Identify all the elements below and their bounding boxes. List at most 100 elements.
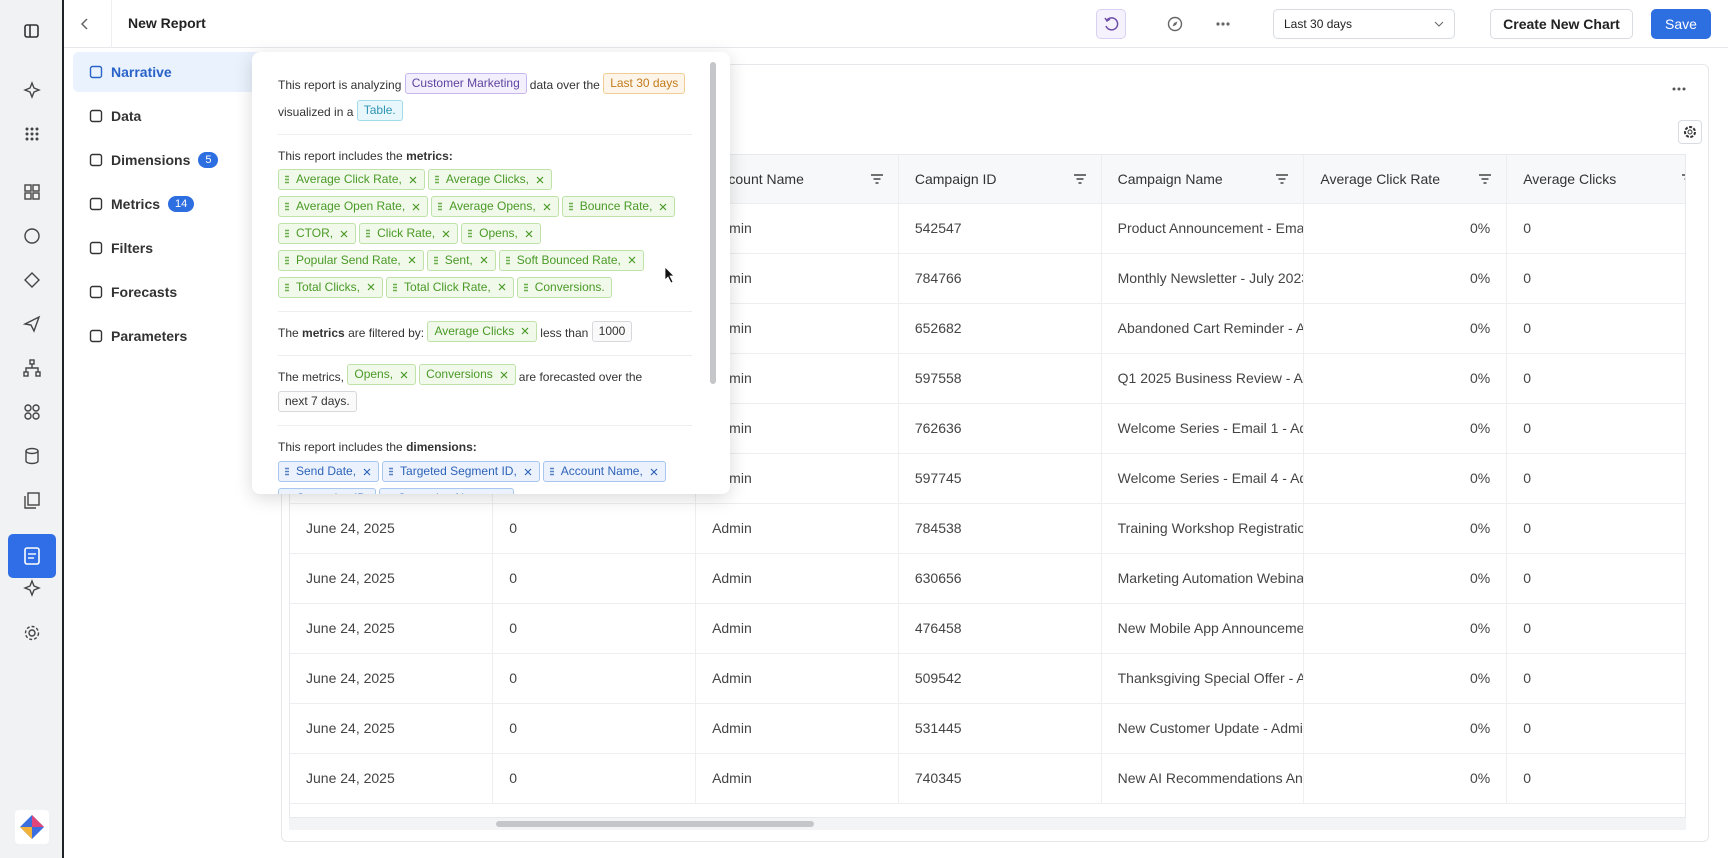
- narrative-text: The metrics,: [278, 369, 345, 384]
- rail-icon[interactable]: [22, 402, 42, 422]
- chip[interactable]: Conversions: [419, 364, 516, 386]
- narrative-text: The: [278, 325, 299, 340]
- table-cell: Admin: [695, 603, 899, 654]
- chip-label: 1000: [598, 323, 626, 338]
- narrative-text: are filtered by:: [348, 325, 425, 340]
- table-cell: 0: [1506, 703, 1685, 754]
- rail-icon[interactable]: [22, 80, 42, 100]
- table-cell: 0: [492, 653, 697, 704]
- chip[interactable]: Table.: [356, 99, 403, 121]
- back-button[interactable]: [78, 16, 92, 32]
- chip[interactable]: Sent,: [426, 249, 496, 271]
- report-nav: Narrative Data Dimensions 5 Metrics 14 Filters…: [73, 52, 263, 360]
- rail-icon[interactable]: [22, 314, 42, 334]
- chip[interactable]: Targeted Segment ID,: [382, 461, 540, 483]
- chip-label: Account Name,: [560, 464, 643, 479]
- chip[interactable]: Soft Bounced Rate,: [498, 249, 644, 271]
- logo[interactable]: [15, 810, 49, 844]
- table-cell: 0: [1506, 453, 1685, 504]
- chip-label: Conversions.: [534, 279, 605, 294]
- nav-item[interactable]: Filters: [73, 228, 263, 268]
- table-cell: Marketing Automation Webinar: [1101, 553, 1305, 604]
- nav-item[interactable]: Dimensions 5: [73, 140, 263, 180]
- table-cell: 0%: [1303, 753, 1508, 804]
- chip[interactable]: Campaign ID,: [278, 487, 377, 494]
- card-menu[interactable]: [1671, 86, 1687, 92]
- chip[interactable]: Average Open Rate,: [278, 196, 429, 218]
- chip[interactable]: Average Opens,: [431, 196, 559, 218]
- chip[interactable]: 1000: [591, 320, 633, 342]
- nav-label: Parameters: [111, 328, 188, 344]
- chip-label: Popular Send Rate,: [296, 252, 401, 267]
- table-settings[interactable]: [1678, 120, 1702, 144]
- narrative-text: visualized in a: [278, 104, 354, 119]
- chip[interactable]: CTOR,: [278, 223, 357, 245]
- date-range-select[interactable]: Last 30 days: [1273, 9, 1455, 39]
- table-cell: June 24, 2025: [290, 653, 494, 704]
- table-cell: June 24, 2025: [290, 553, 494, 604]
- chip[interactable]: Average Clicks: [427, 320, 538, 342]
- chip-label: next 7 days.: [285, 394, 350, 409]
- filter-section: The metrics are filtered by: Average Cli…: [278, 320, 692, 356]
- chip[interactable]: Customer Marketing: [404, 72, 527, 94]
- chip[interactable]: Popular Send Rate,: [278, 249, 424, 271]
- table-cell: 0%: [1303, 403, 1508, 454]
- explore-button[interactable]: [1167, 16, 1183, 32]
- chip-label: Total Click Rate,: [404, 279, 491, 294]
- toggle-icon[interactable]: [22, 21, 42, 41]
- table-cell: 0%: [1303, 303, 1508, 354]
- chip[interactable]: Last 30 days: [603, 72, 686, 94]
- chip-label: Last 30 days: [610, 75, 679, 90]
- table-cell: 0: [1506, 553, 1685, 604]
- chip[interactable]: next 7 days.: [278, 391, 357, 413]
- rail-icon[interactable]: [22, 182, 42, 202]
- nav-item[interactable]: Metrics 14: [73, 184, 263, 224]
- chip[interactable]: Average Clicks,: [427, 169, 552, 191]
- h-scrollbar[interactable]: [289, 818, 1686, 830]
- chip[interactable]: Total Clicks,: [278, 276, 384, 298]
- nav-item[interactable]: Narrative: [73, 52, 263, 92]
- table-cell: 597558: [898, 353, 1102, 404]
- save-button[interactable]: Save: [1651, 9, 1711, 39]
- intro-section: This report is analyzing Customer Market…: [278, 72, 692, 135]
- nav-item[interactable]: Data: [73, 96, 263, 136]
- chip[interactable]: Total Click Rate,: [386, 276, 514, 298]
- table-cell: 509542: [898, 653, 1102, 704]
- rail-icon[interactable]: [22, 446, 42, 466]
- chip[interactable]: Campaign Name,: [379, 487, 514, 494]
- table-cell: New AI Recommendations Ann: [1101, 753, 1305, 804]
- table-cell: Admin: [695, 503, 899, 554]
- nav-item[interactable]: Forecasts: [73, 272, 263, 312]
- chip[interactable]: Opens,: [461, 223, 541, 245]
- rail-icon[interactable]: [22, 226, 42, 246]
- column-header[interactable]: Average Click Rate: [1303, 155, 1508, 204]
- table-cell: June 24, 2025: [290, 503, 494, 554]
- chip-label: Conversions: [426, 367, 493, 382]
- rail-icon[interactable]: [22, 623, 42, 643]
- rail-icon[interactable]: [22, 124, 42, 144]
- table-cell: Abandoned Cart Reminder - Ad: [1101, 303, 1305, 354]
- table-cell: 0: [1506, 753, 1685, 804]
- rail-active[interactable]: [8, 534, 56, 578]
- chip[interactable]: Send Date,: [278, 461, 380, 483]
- chip[interactable]: Conversions.: [516, 276, 612, 298]
- table-cell: 630656: [898, 553, 1102, 604]
- nav-item[interactable]: Parameters: [73, 316, 263, 356]
- ai-button[interactable]: [1096, 9, 1126, 39]
- chip[interactable]: Average Click Rate,: [278, 169, 425, 191]
- column-header[interactable]: Average Clicks: [1506, 155, 1685, 204]
- chip[interactable]: Opens,: [347, 364, 417, 386]
- chip[interactable]: Account Name,: [542, 461, 666, 483]
- column-header[interactable]: Campaign Name: [1101, 155, 1305, 204]
- rail-icon[interactable]: [22, 270, 42, 290]
- column-header[interactable]: Campaign ID: [898, 155, 1102, 204]
- chip[interactable]: Click Rate,: [359, 223, 459, 245]
- create-chart-button[interactable]: Create New Chart: [1490, 9, 1633, 39]
- rail-icon[interactable]: [22, 490, 42, 510]
- chip[interactable]: Bounce Rate,: [561, 196, 676, 218]
- rail-icon[interactable]: [22, 578, 42, 598]
- rail-icon[interactable]: [22, 358, 42, 378]
- popup-scrollbar[interactable]: [710, 62, 716, 384]
- more-button[interactable]: [1215, 21, 1231, 27]
- chip-label: Average Opens,: [449, 199, 536, 214]
